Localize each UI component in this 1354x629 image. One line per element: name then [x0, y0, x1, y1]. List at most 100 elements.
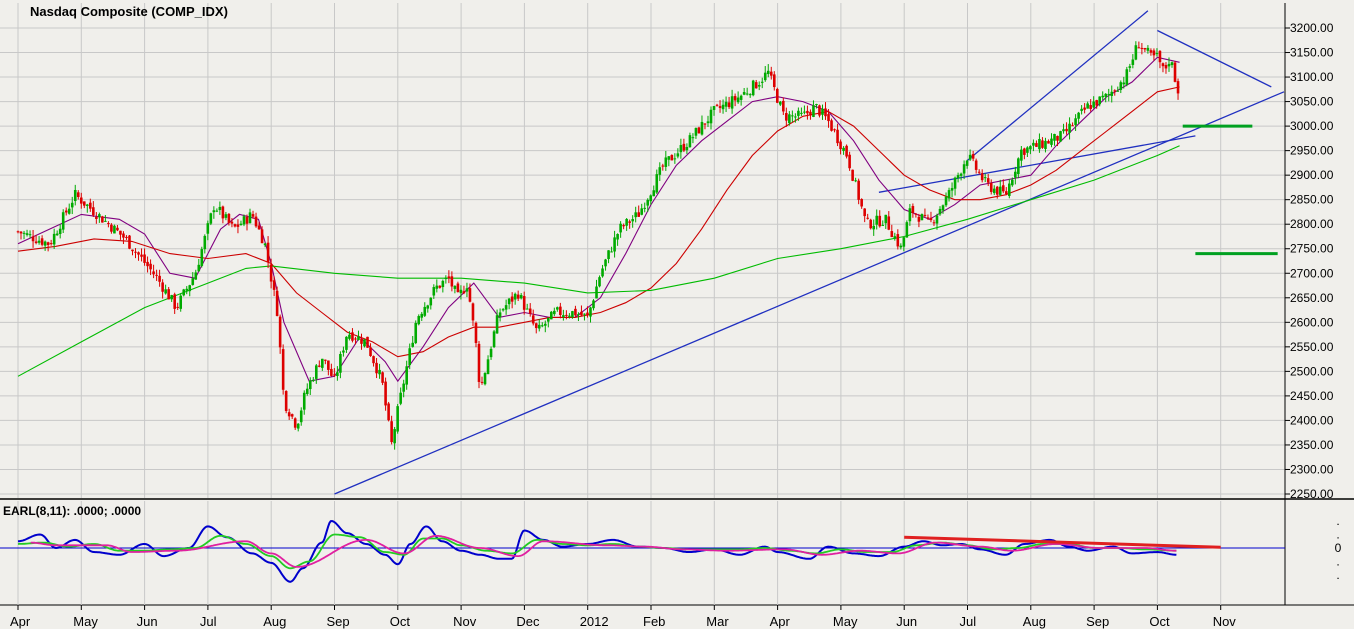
candle-body: [284, 391, 288, 411]
candle-body: [149, 263, 152, 270]
candle-body: [191, 278, 195, 285]
x-tick-label: Sep: [327, 614, 350, 629]
candle-body: [1137, 47, 1141, 49]
candle-body: [444, 277, 448, 280]
candle-body: [314, 365, 318, 379]
candle-body: [998, 186, 1002, 195]
osc-tick-label: .: [1336, 555, 1339, 569]
candle-body: [598, 277, 601, 287]
candle-body: [408, 348, 412, 366]
candle-body: [893, 236, 897, 239]
candle-body: [46, 242, 50, 245]
candle-body: [640, 208, 644, 215]
candle-body: [1059, 131, 1062, 142]
x-tick-label: Aug: [263, 614, 286, 629]
candle-body: [137, 252, 140, 255]
candle-body: [818, 105, 821, 116]
x-tick-label: Jun: [896, 614, 917, 629]
candle-body: [351, 332, 354, 341]
candle-body: [917, 216, 921, 222]
candle-body: [950, 188, 954, 191]
candle-body: [812, 105, 815, 117]
candle-body: [52, 233, 56, 245]
price-grid: [0, 3, 1354, 606]
candle-body: [40, 238, 44, 245]
candle-body: [1158, 50, 1162, 63]
candle-body: [670, 154, 674, 161]
candle-body: [278, 316, 282, 348]
osc-tick-label: 0: [1335, 541, 1342, 555]
candle-body: [1113, 90, 1117, 92]
candle-body: [101, 216, 104, 223]
candle-body: [1098, 96, 1101, 105]
candle-body: [489, 348, 493, 358]
candle-body: [1026, 147, 1029, 153]
x-tick-label: Apr: [10, 614, 31, 629]
candle-body: [179, 295, 183, 309]
candle-body: [134, 251, 137, 253]
candle-body: [974, 160, 978, 170]
candle-body: [610, 251, 613, 253]
candle-body: [562, 315, 565, 318]
candle-body: [703, 123, 707, 125]
candle-body: [730, 96, 734, 109]
candle-body: [254, 216, 258, 227]
candle-body: [435, 285, 439, 289]
candle-body: [116, 227, 119, 231]
chart-title: Nasdaq Composite (COMP_IDX): [30, 4, 228, 19]
candle-body: [426, 305, 430, 309]
candle-body: [107, 223, 110, 225]
candle-body: [453, 285, 457, 289]
candle-body: [592, 300, 595, 309]
candle-body: [1125, 69, 1129, 85]
candle-body: [170, 295, 173, 300]
candle-body: [929, 217, 933, 221]
candle-body: [643, 207, 647, 209]
candle-body: [305, 388, 309, 395]
x-tick-label: Nov: [1213, 614, 1237, 629]
candle-body: [700, 121, 704, 135]
x-tick-label: Nov: [453, 614, 477, 629]
candle-body: [263, 243, 267, 246]
x-tick-label: May: [73, 614, 98, 629]
candle-body: [685, 146, 689, 151]
candle-body: [1101, 95, 1105, 98]
candle-body: [941, 205, 945, 211]
candle-body: [257, 225, 261, 230]
candle-body: [1056, 135, 1059, 141]
x-tick-label: Jul: [960, 614, 977, 629]
candle-body: [1107, 93, 1111, 95]
candle-body: [995, 186, 999, 195]
candle-body: [1149, 50, 1153, 53]
candle-body: [206, 223, 210, 234]
candle-body: [308, 380, 312, 390]
candle-body: [806, 110, 809, 114]
candle-body: [757, 85, 761, 87]
candle-body: [420, 313, 424, 318]
candle-body: [336, 372, 339, 377]
candlesticks: [16, 41, 1180, 450]
candle-body: [95, 216, 98, 220]
candle-body: [483, 373, 487, 385]
candle-body: [652, 190, 656, 197]
candle-body: [58, 228, 62, 234]
price-tick-label: 3150.00: [1290, 46, 1334, 60]
candle-body: [251, 214, 255, 217]
candle-body: [1014, 171, 1017, 178]
candle-body: [908, 208, 912, 222]
candle-body: [926, 217, 930, 219]
candle-body: [1116, 90, 1120, 92]
candle-body: [471, 303, 475, 321]
candle-body: [766, 70, 770, 75]
candle-body: [1032, 142, 1035, 146]
candle-body: [125, 236, 128, 238]
candle-body: [236, 224, 240, 227]
candle-body: [947, 190, 951, 199]
candle-body: [751, 80, 755, 96]
candle-body: [330, 368, 333, 376]
candle-body: [748, 94, 752, 96]
price-tick-label: 2650.00: [1290, 291, 1334, 305]
candle-body: [375, 362, 378, 374]
candle-body: [197, 264, 201, 272]
price-tick-label: 2350.00: [1290, 438, 1334, 452]
